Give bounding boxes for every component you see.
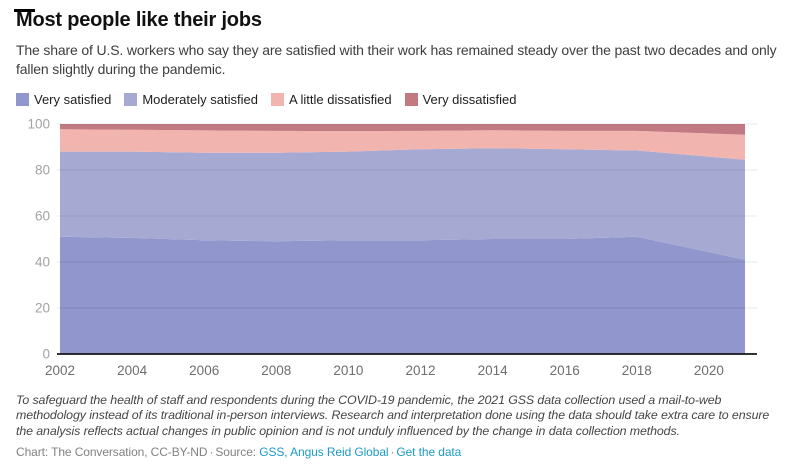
legend-item-very-satisfied: Very satisfied — [16, 92, 111, 107]
source-label: Source: — [215, 445, 257, 460]
dot-separator: · — [390, 445, 395, 460]
legend-label: Very dissatisfied — [422, 91, 517, 107]
legend: Very satisfied Moderately satisfied A litt… — [0, 92, 805, 107]
footnote: To safeguard the health of staff and res… — [16, 392, 770, 438]
area-a-little-dissatisfied[interactable] — [60, 128, 745, 160]
legend-label: Very satisfied — [34, 91, 112, 107]
get-data-link[interactable]: Get the data — [396, 445, 462, 460]
credit-line: Chart: The Conversation, CC-BY-ND · Source… — [0, 445, 805, 459]
x-tick-label: 2016 — [550, 363, 580, 378]
x-tick-label: 2012 — [405, 363, 435, 378]
legend-item-moderately-satisfied: Moderately satisfied — [124, 92, 258, 107]
x-tick-label: 2008 — [261, 363, 291, 378]
legend-swatch-icon — [270, 92, 284, 106]
chart-subtitle: The share of U.S. workers who say they a… — [16, 42, 777, 78]
area-very-satisfied[interactable] — [60, 236, 745, 354]
legend-label: A little dissatisfied — [288, 91, 392, 107]
y-tick-label: 0 — [42, 346, 50, 361]
area-moderately-satisfied[interactable] — [60, 147, 745, 260]
legend-item-very-dissatisfied: Very dissatisfied — [404, 91, 517, 107]
chart-card: Most people like their jobs The share of… — [0, 9, 805, 475]
y-tick-label: 80 — [35, 162, 50, 177]
x-tick-label: 2018 — [622, 363, 652, 378]
y-tick-label: 20 — [35, 300, 50, 315]
source-link[interactable]: GSS, Angus Reid Global — [259, 445, 389, 460]
x-tick-label: 2002 — [45, 363, 75, 378]
x-tick-label: 2020 — [694, 363, 724, 378]
credit-text: Chart: The Conversation, CC-BY-ND — [16, 445, 208, 460]
top-left-bar — [14, 9, 35, 12]
stacked-area-chart: 0 20 40 60 80 100 2002 2004 2006 2008 2010 2012 2014… — [27, 116, 757, 378]
dot-separator: · — [209, 445, 214, 460]
legend-label: Moderately satisfied — [142, 91, 258, 107]
y-tick-label: 100 — [27, 116, 50, 131]
x-tick-label: 2014 — [478, 363, 509, 378]
legend-swatch-icon — [124, 92, 138, 106]
x-tick-label: 2010 — [333, 363, 363, 378]
legend-swatch-icon — [404, 92, 418, 106]
x-tick-label: 2006 — [189, 363, 219, 378]
y-tick-label: 40 — [35, 254, 50, 269]
legend-swatch-icon — [16, 92, 29, 106]
legend-item-a-little-dissatisfied: A little dissatisfied — [270, 91, 392, 107]
area-very-dissatisfied[interactable] — [60, 123, 745, 135]
y-tick-label: 60 — [35, 208, 50, 223]
x-tick-label: 2004 — [117, 363, 148, 378]
page-title: Most people like their jobs — [16, 9, 262, 31]
